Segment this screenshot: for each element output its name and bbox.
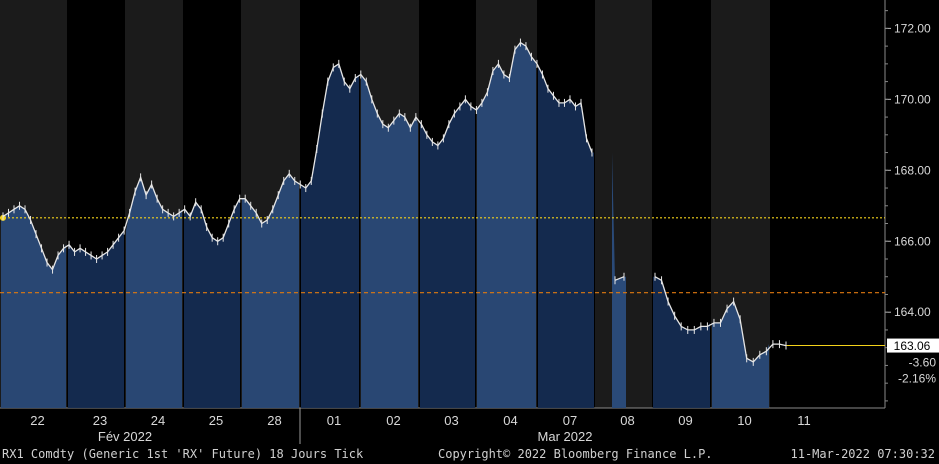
x-tick-label: 24 — [151, 413, 165, 428]
price-area-fill — [420, 99, 475, 408]
y-tick-label: 164.00 — [894, 305, 931, 319]
price-line — [614, 276, 625, 281]
price-area-fill — [301, 63, 359, 408]
x-tick-label: 04 — [503, 413, 517, 428]
x-tick-label: 11 — [797, 413, 811, 428]
footer: RX1 Comdty (Generic 1st 'RX' Future) 18 … — [0, 444, 939, 464]
x-tick-label: 08 — [620, 413, 634, 428]
last-price-box — [887, 338, 939, 353]
x-tick-label: 01 — [327, 413, 341, 428]
price-area-fill — [1, 205, 66, 408]
price-area-fill — [653, 276, 710, 408]
price-area-fill — [538, 63, 594, 408]
y-tick-label: 166.00 — [894, 234, 931, 248]
last-price-value: 163.06 — [894, 339, 931, 353]
month-label: Mar 2022 — [538, 429, 593, 444]
price-chart: 164.00 166.00 168.00 170.00 172.00 22 23 24 25 2… — [0, 0, 939, 444]
price-area-fill — [361, 74, 418, 409]
x-tick-label: 03 — [444, 413, 458, 428]
x-tick-label: 02 — [386, 413, 400, 428]
price-area-fill — [477, 42, 536, 408]
y-tick-label: 172.00 — [894, 21, 931, 35]
price-area-fill — [68, 230, 124, 408]
timestamp: 11-Mar-2022 07:30:32 — [790, 447, 936, 461]
price-line — [2, 41, 593, 271]
x-tick-label: 25 — [209, 413, 223, 428]
x-tick-label: 22 — [30, 413, 44, 428]
price-change-percent: -2.16% — [898, 372, 936, 386]
x-tick-label: 23 — [93, 413, 107, 428]
price-area-fill — [712, 301, 769, 408]
x-tick-label: 07 — [563, 413, 577, 428]
y-tick-label: 170.00 — [894, 92, 931, 106]
copyright-notice: Copyright© 2022 Bloomberg Finance L.P. — [438, 447, 713, 461]
x-tick-label: 10 — [737, 413, 751, 428]
price-area-fill — [612, 152, 626, 408]
price-change-value: -3.60 — [909, 356, 937, 370]
x-tick-label: 09 — [678, 413, 692, 428]
day-band — [770, 0, 830, 408]
price-area-fill — [242, 173, 299, 408]
month-label: Fév 2022 — [98, 429, 152, 444]
y-tick-label: 168.00 — [894, 163, 931, 177]
x-tick-label: 28 — [267, 413, 281, 428]
price-area-fill — [184, 198, 240, 408]
security-description: RX1 Comdty (Generic 1st 'RX' Future) 18 … — [2, 447, 364, 461]
